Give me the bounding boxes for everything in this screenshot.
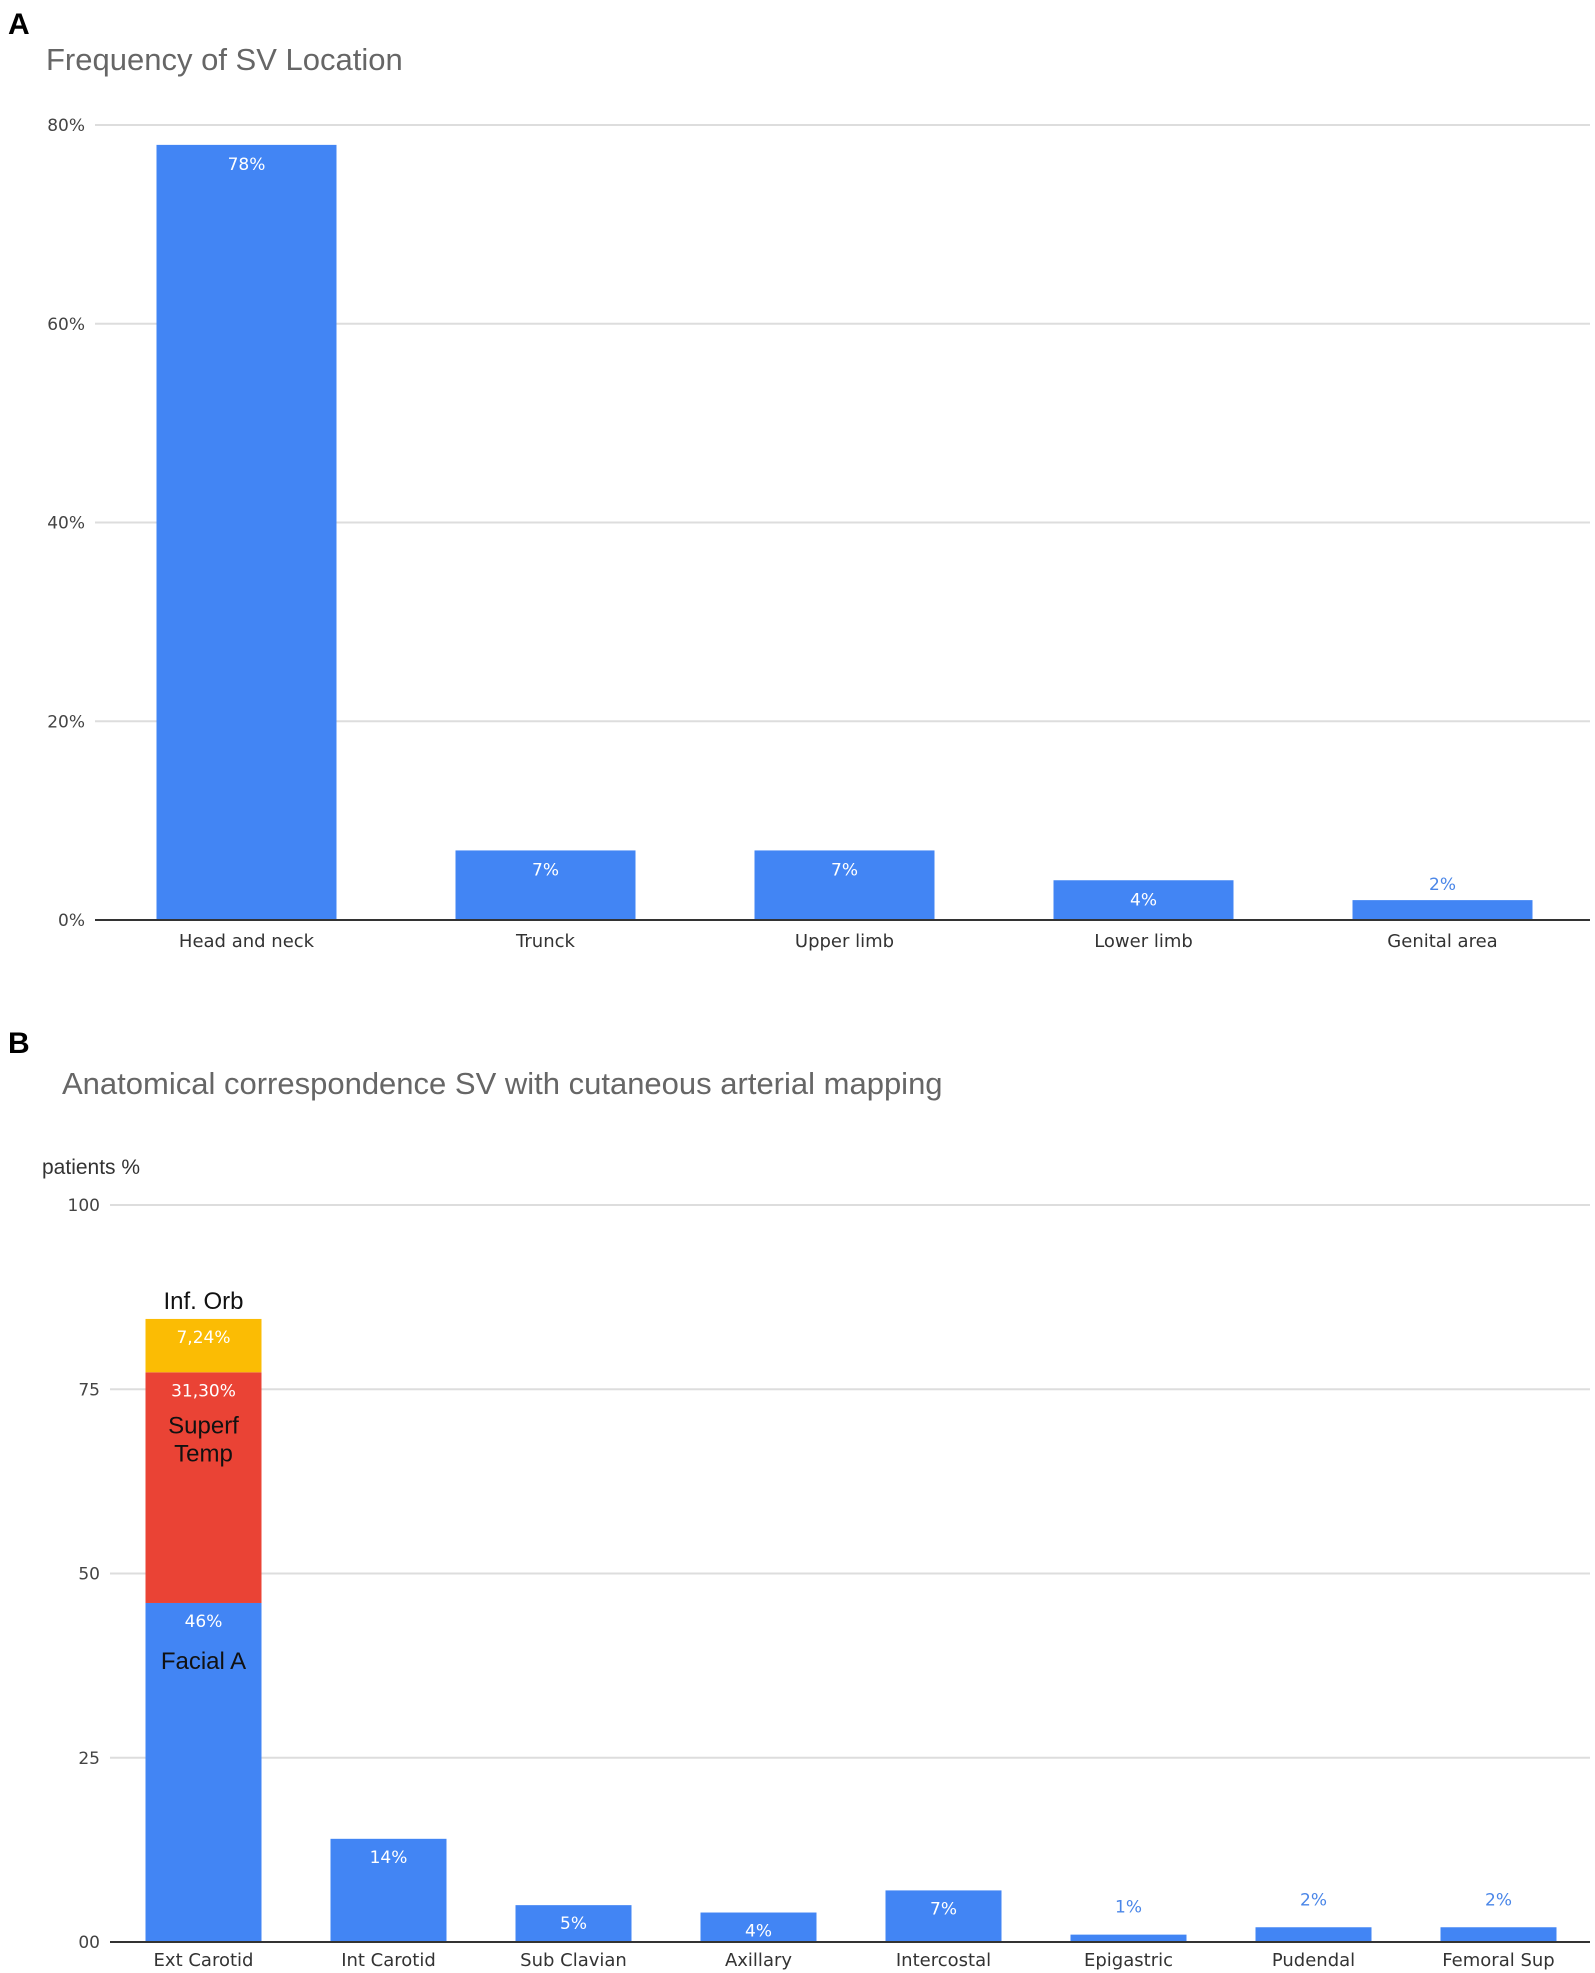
segment-name-label: Superf <box>168 1412 239 1439</box>
y-tick-label: 50 <box>78 1565 100 1585</box>
segment-name-label: Inf. Orb <box>163 1288 243 1315</box>
panel-letter-a: A <box>8 8 30 41</box>
panel-letter-b: B <box>8 1027 30 1060</box>
x-tick-label: Pudendal <box>1272 1950 1355 1971</box>
y-tick-label: 0% <box>58 911 85 931</box>
data-label: 2% <box>1429 875 1456 895</box>
x-tick-label: Femoral Sup <box>1442 1950 1554 1971</box>
data-label: 2% <box>1485 1890 1512 1910</box>
bar <box>1070 1934 1187 1942</box>
y-tick-label: 60% <box>47 315 85 335</box>
y-tick-label: 75 <box>78 1380 100 1400</box>
data-label: 31,30% <box>171 1381 236 1401</box>
data-label: 5% <box>560 1914 587 1934</box>
stack-segment <box>145 1318 262 1373</box>
chart-a: 0% 20% 40% 60% 80% 78% Head and neck 7% Trunck 7%… <box>47 116 1590 952</box>
x-tick-label: Int Carotid <box>341 1950 436 1971</box>
bar <box>754 850 935 920</box>
bar <box>1255 1927 1372 1942</box>
x-tick-label: Sub Clavian <box>520 1950 627 1971</box>
x-tick-label: Genital area <box>1387 931 1497 952</box>
y-tick-label: 40% <box>47 514 85 534</box>
bar <box>1053 880 1234 920</box>
data-label: 1% <box>1115 1898 1142 1918</box>
x-tick-label: Ext Carotid <box>154 1950 254 1971</box>
x-tick-label: Intercostal <box>896 1950 991 1971</box>
x-tick-label: Trunck <box>515 931 575 952</box>
data-label: 14% <box>370 1848 408 1868</box>
data-label: 78% <box>228 155 266 175</box>
data-label: 7,24% <box>176 1328 230 1348</box>
chart-a-title: Frequency of SV Location <box>46 42 403 77</box>
data-label: 4% <box>745 1922 772 1942</box>
y-tick-label: 25 <box>78 1749 100 1769</box>
bar <box>1440 1927 1557 1942</box>
data-label: 46% <box>185 1612 223 1632</box>
x-tick-label: Lower limb <box>1094 931 1193 952</box>
x-tick-label: Head and neck <box>179 931 315 952</box>
bar <box>1352 900 1533 920</box>
bar <box>330 1838 447 1942</box>
chart-b-y-axis-label: patients % <box>42 1156 140 1179</box>
y-tick-label: 100 <box>68 1196 100 1216</box>
bar <box>700 1912 817 1942</box>
y-tick-label: 00 <box>78 1933 100 1953</box>
chart-b-title: Anatomical correspondence SV with cutane… <box>62 1066 943 1101</box>
data-label: 4% <box>1130 890 1157 910</box>
data-label: 2% <box>1300 1890 1327 1910</box>
bar <box>455 850 636 920</box>
stack-segment <box>145 1602 262 1942</box>
data-label: 7% <box>930 1899 957 1919</box>
stack-segment <box>145 1372 262 1603</box>
x-tick-label: Upper limb <box>795 931 894 952</box>
data-label: 7% <box>532 860 559 880</box>
data-label: 7% <box>831 860 858 880</box>
segment-name-label: Facial A <box>161 1648 246 1675</box>
bar <box>515 1905 632 1942</box>
y-tick-label: 20% <box>47 712 85 732</box>
y-tick-label: 80% <box>47 116 85 136</box>
x-tick-label: Epigastric <box>1084 1950 1173 1971</box>
bar <box>156 144 337 920</box>
x-tick-label: Axillary <box>725 1950 792 1971</box>
segment-name-label: Temp <box>174 1440 233 1467</box>
bar <box>885 1890 1002 1942</box>
